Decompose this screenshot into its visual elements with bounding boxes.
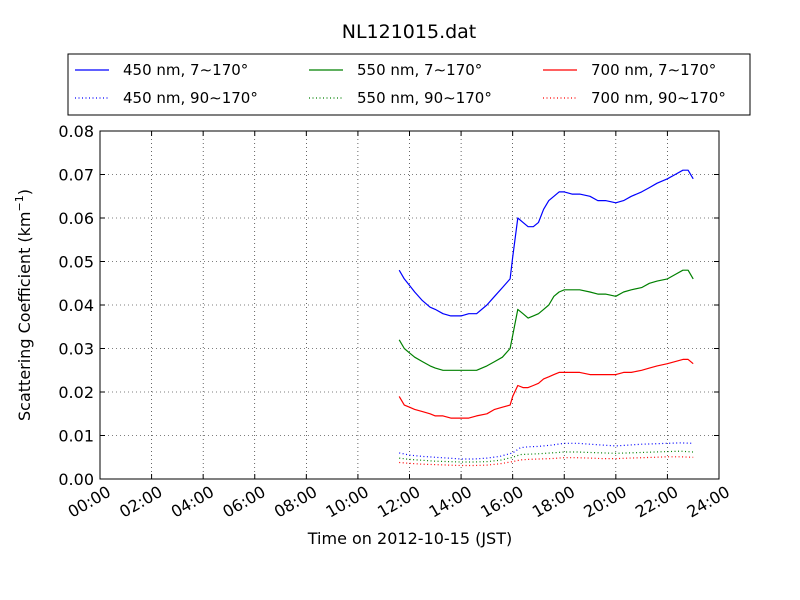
legend: 450 nm, 7∼170° 550 nm, 7∼170° 700 nm, 7∼17… — [67, 53, 751, 116]
y-axis-label: Scattering Coefficient (km−1) — [13, 189, 34, 421]
y-tick-label: 0.04 — [58, 296, 94, 315]
legend-box — [67, 53, 751, 116]
x-tick-label: 16:00 — [477, 482, 526, 522]
y-axis-label-main: Scattering Coefficient (km — [15, 211, 34, 421]
x-tick-label: 22:00 — [632, 482, 681, 522]
x-tick-label: 10:00 — [322, 482, 371, 522]
x-tick-label: 18:00 — [529, 482, 578, 522]
series-line-0 — [398, 169, 694, 317]
plot-frame — [100, 131, 719, 479]
y-tick-label: 0.02 — [58, 383, 94, 402]
y-axis-label-suffix: ) — [15, 189, 34, 195]
legend-label: 450 nm, 7∼170° — [123, 61, 248, 79]
y-tick-label: 0.06 — [58, 209, 94, 228]
x-tick-label: 12:00 — [374, 482, 423, 522]
y-tick-label: 0.08 — [58, 122, 94, 141]
legend-label: 700 nm, 7∼170° — [591, 61, 716, 79]
series-line-3 — [399, 442, 694, 460]
plot-area — [99, 130, 720, 480]
x-tick-label: 04:00 — [168, 482, 217, 522]
x-tick-label: 24:00 — [684, 482, 733, 522]
series-line-2 — [398, 358, 694, 419]
y-tick-label: 0.03 — [58, 340, 94, 359]
y-axis-label-exponent: −1 — [13, 195, 26, 211]
legend-label: 550 nm, 90∼170° — [357, 89, 492, 107]
x-tick-label: 06:00 — [219, 482, 268, 522]
legend-label: 550 nm, 7∼170° — [357, 61, 482, 79]
series-line-5 — [399, 456, 694, 467]
legend-label: 450 nm, 90∼170° — [123, 89, 258, 107]
x-axis-label: Time on 2012-10-15 (JST) — [307, 529, 512, 548]
chart-title: NL121015.dat — [342, 21, 477, 43]
y-tick-label: 0.07 — [58, 166, 94, 185]
series-line-1 — [398, 269, 694, 371]
x-tick-label: 20:00 — [580, 482, 629, 522]
series-line-4 — [399, 450, 694, 463]
y-tick-label: 0.01 — [58, 427, 94, 446]
y-tick-label: 0.05 — [58, 253, 94, 272]
x-tick-label: 02:00 — [116, 482, 165, 522]
legend-label: 700 nm, 90∼170° — [591, 89, 726, 107]
x-tick-label: 14:00 — [426, 482, 475, 522]
y-tick-label: 0.00 — [58, 470, 94, 489]
x-tick-label: 08:00 — [271, 482, 320, 522]
